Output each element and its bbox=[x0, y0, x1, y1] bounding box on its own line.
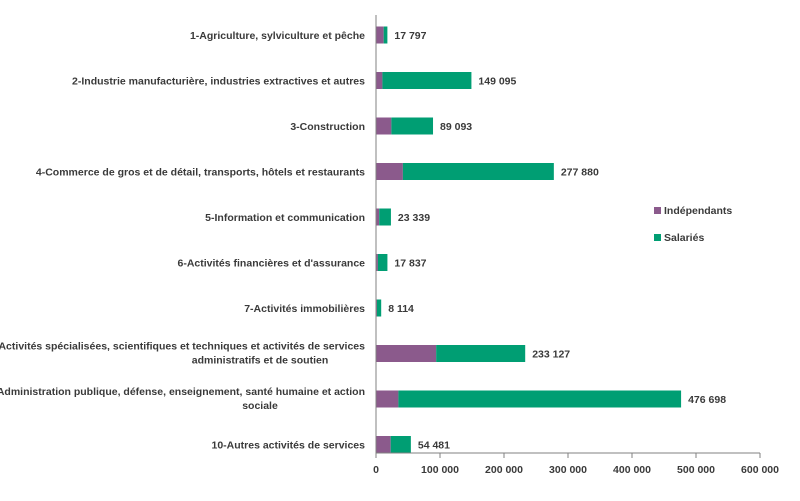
category-label: 4-Commerce de gros et de détail, transpo… bbox=[36, 167, 365, 179]
bar-salaries-4 bbox=[402, 163, 554, 180]
category-label: 2-Industrie manufacturière, industries e… bbox=[72, 76, 365, 88]
category-label: 5-Information et communication bbox=[205, 212, 365, 224]
bar-independants-9 bbox=[376, 390, 399, 408]
bar-independants-1 bbox=[376, 26, 384, 44]
total-value-label: 149 095 bbox=[478, 76, 516, 88]
category-label-line: sociale bbox=[242, 400, 278, 412]
x-tick-label: 100 000 bbox=[421, 464, 459, 476]
total-value-label: 17 797 bbox=[394, 30, 426, 42]
category-labels-group: 1-Agriculture, sylviculture et pêche 2-In… bbox=[0, 30, 365, 452]
bar-independants-4 bbox=[376, 163, 403, 180]
category-label-line: administratifs et de soutien bbox=[192, 355, 329, 367]
bar-independants-8 bbox=[376, 345, 437, 362]
bar-salaries-3 bbox=[391, 117, 434, 135]
category-label: 6-Activités financières et d'assurance bbox=[178, 258, 366, 270]
legend-label-independants: Indépendants bbox=[664, 205, 732, 217]
x-tick-label: 200 000 bbox=[485, 464, 523, 476]
x-tick-label: 0 bbox=[373, 464, 379, 476]
x-tick-label: 500 000 bbox=[677, 464, 715, 476]
category-label: 3-Construction bbox=[290, 121, 365, 133]
bar-salaries-5 bbox=[379, 208, 391, 226]
category-label: 9-Administration publique, défense, ense… bbox=[0, 386, 365, 412]
total-value-label: 476 698 bbox=[688, 394, 726, 406]
bar-salaries-1 bbox=[383, 26, 388, 44]
legend-swatch-independants bbox=[654, 207, 661, 214]
category-label: 1-Agriculture, sylviculture et pêche bbox=[190, 30, 365, 42]
legend-swatch-salaries bbox=[654, 234, 661, 241]
category-label-line: 8-Activités spécialisées, scientifiques … bbox=[0, 341, 365, 353]
bar-salaries-9 bbox=[398, 390, 682, 408]
bar-salaries-7 bbox=[376, 299, 382, 317]
total-value-label: 277 880 bbox=[561, 167, 599, 179]
bars-group bbox=[376, 26, 682, 453]
bar-independants-5 bbox=[376, 208, 380, 226]
total-value-label: 233 127 bbox=[532, 349, 570, 361]
total-value-label: 54 481 bbox=[418, 440, 450, 452]
bar-independants-10 bbox=[376, 436, 391, 453]
category-label: 7-Activités immobilières bbox=[244, 303, 365, 315]
legend: Indépendants Salariés bbox=[654, 205, 732, 244]
bar-salaries-2 bbox=[382, 72, 472, 89]
bar-salaries-6 bbox=[377, 254, 388, 271]
legend-label-salaries: Salariés bbox=[664, 232, 704, 244]
category-label-line: 9-Administration publique, défense, ense… bbox=[0, 386, 365, 398]
bar-salaries-8 bbox=[436, 345, 526, 362]
total-value-label: 23 339 bbox=[398, 212, 430, 224]
bar-salaries-10 bbox=[390, 436, 411, 453]
category-label: 10-Autres activités de services bbox=[211, 440, 365, 452]
bar-independants-6 bbox=[376, 254, 378, 271]
x-tick-label: 300 000 bbox=[549, 464, 587, 476]
total-value-label: 89 093 bbox=[440, 121, 472, 133]
value-labels-group: 17 797 149 095 89 093 277 880 23 339 17 837 8 … bbox=[388, 30, 726, 452]
x-tick-label: 400 000 bbox=[613, 464, 651, 476]
total-value-label: 8 114 bbox=[388, 303, 414, 315]
bar-independants-3 bbox=[376, 117, 392, 135]
total-value-label: 17 837 bbox=[394, 258, 426, 270]
x-axis: 0 100 000 200 000 300 000 400 000 500 000 600 … bbox=[373, 15, 779, 476]
x-tick-label: 600 000 bbox=[741, 464, 779, 476]
category-label: 8-Activités spécialisées, scientifiques … bbox=[0, 341, 365, 367]
bar-independants-2 bbox=[376, 72, 383, 89]
